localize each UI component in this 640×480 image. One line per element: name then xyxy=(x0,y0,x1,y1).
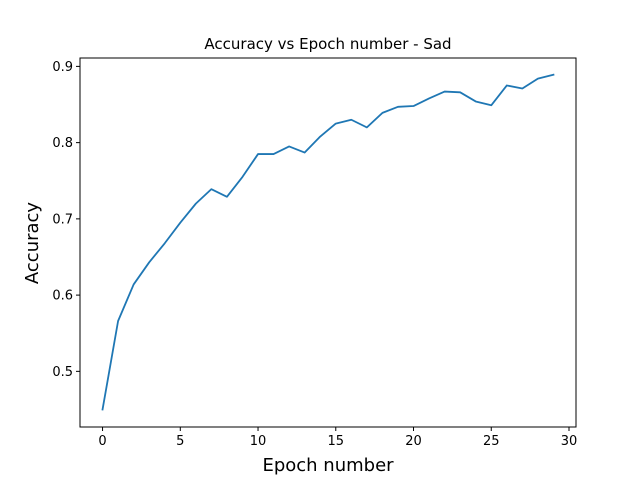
x-tick-label: 15 xyxy=(328,434,345,449)
y-tick-label: 0.8 xyxy=(52,136,73,151)
x-tick-label: 5 xyxy=(176,434,184,449)
y-tick-label: 0.6 xyxy=(52,289,73,304)
x-tick-label: 10 xyxy=(250,434,267,449)
x-tick-label: 25 xyxy=(483,434,500,449)
y-axis-label: Accuracy xyxy=(22,202,43,285)
y-tick-label: 0.7 xyxy=(52,212,73,227)
x-tick-label: 20 xyxy=(405,434,422,449)
x-axis-label: Epoch number xyxy=(262,455,394,476)
x-tick-label: 30 xyxy=(561,434,578,449)
y-tick-label: 0.5 xyxy=(52,365,73,380)
chart-title: Accuracy vs Epoch number - Sad xyxy=(204,35,451,53)
y-tick-label: 0.9 xyxy=(52,60,73,75)
axes-frame xyxy=(79,57,577,428)
series-line-0 xyxy=(101,73,555,411)
x-tick-label: 0 xyxy=(98,434,106,449)
plot-area: 0 5 10 15 20 25 30 0.5 0.6 0.7 0.8 0.9 xyxy=(52,57,578,449)
